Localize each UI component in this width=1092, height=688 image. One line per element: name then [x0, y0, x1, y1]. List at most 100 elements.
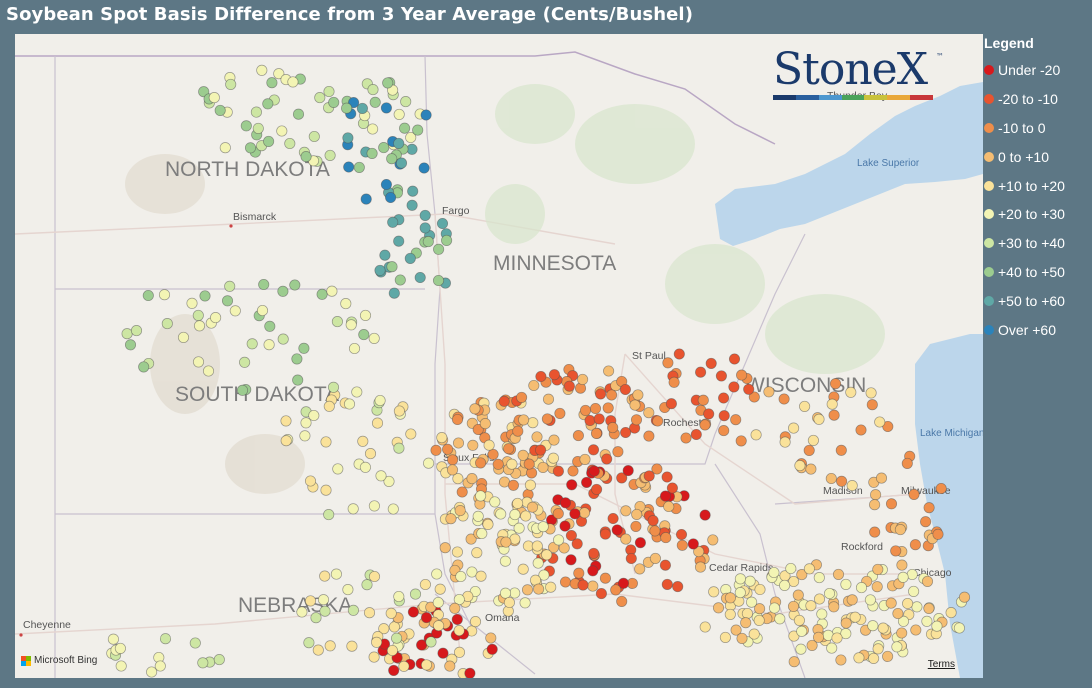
basis-point[interactable]: [262, 98, 274, 110]
basis-point[interactable]: [356, 102, 368, 114]
basis-point[interactable]: [199, 290, 211, 302]
basis-point[interactable]: [788, 422, 800, 434]
basis-point[interactable]: [577, 373, 589, 385]
basis-point[interactable]: [707, 534, 719, 546]
basis-point[interactable]: [787, 600, 800, 612]
basis-point[interactable]: [368, 332, 380, 344]
basis-point[interactable]: [806, 639, 818, 651]
basis-point[interactable]: [324, 149, 336, 161]
basis-point[interactable]: [280, 435, 292, 447]
basis-point[interactable]: [616, 595, 628, 607]
basis-point[interactable]: [559, 576, 572, 588]
basis-point[interactable]: [651, 463, 663, 475]
basis-point[interactable]: [812, 631, 825, 643]
basis-point[interactable]: [910, 624, 922, 636]
basis-point[interactable]: [328, 96, 340, 108]
basis-point[interactable]: [832, 568, 845, 580]
basis-point[interactable]: [535, 444, 547, 456]
basis-point[interactable]: [699, 621, 711, 633]
basis-point[interactable]: [599, 572, 611, 584]
basis-point[interactable]: [803, 563, 815, 575]
basis-point[interactable]: [296, 606, 308, 618]
basis-point[interactable]: [319, 605, 331, 617]
basis-point[interactable]: [447, 454, 459, 466]
basis-point[interactable]: [778, 393, 790, 405]
basis-point[interactable]: [472, 510, 484, 522]
basis-point[interactable]: [317, 594, 330, 606]
basis-point[interactable]: [748, 391, 760, 403]
basis-point[interactable]: [675, 528, 688, 541]
basis-point[interactable]: [581, 476, 593, 488]
basis-point[interactable]: [291, 353, 303, 365]
basis-point[interactable]: [744, 575, 756, 587]
basis-point[interactable]: [236, 384, 249, 396]
basis-point[interactable]: [482, 518, 494, 530]
basis-point[interactable]: [432, 596, 444, 609]
basis-point[interactable]: [240, 120, 252, 132]
basis-point[interactable]: [660, 532, 672, 544]
basis-point[interactable]: [676, 539, 688, 551]
basis-point[interactable]: [518, 414, 530, 426]
basis-point[interactable]: [661, 578, 673, 590]
basis-point[interactable]: [115, 660, 127, 672]
basis-point[interactable]: [467, 439, 479, 451]
basis-point[interactable]: [503, 443, 515, 455]
basis-point[interactable]: [146, 666, 158, 678]
basis-point[interactable]: [332, 463, 344, 475]
basis-point[interactable]: [193, 320, 206, 332]
basis-point[interactable]: [369, 96, 381, 108]
basis-point[interactable]: [622, 465, 634, 477]
basis-point[interactable]: [348, 342, 361, 355]
basis-point[interactable]: [559, 497, 572, 509]
basis-point[interactable]: [874, 416, 886, 428]
basis-point[interactable]: [375, 470, 387, 482]
basis-point[interactable]: [931, 620, 943, 632]
basis-point[interactable]: [273, 68, 285, 80]
basis-point[interactable]: [264, 320, 276, 332]
basis-point[interactable]: [690, 428, 702, 441]
basis-point[interactable]: [379, 249, 391, 261]
basis-point[interactable]: [516, 391, 528, 403]
basis-point[interactable]: [565, 554, 577, 566]
basis-point[interactable]: [552, 465, 564, 477]
basis-point[interactable]: [867, 620, 879, 632]
basis-point[interactable]: [853, 652, 865, 664]
basis-point[interactable]: [246, 338, 258, 350]
basis-point[interactable]: [225, 78, 237, 90]
basis-point[interactable]: [695, 366, 707, 378]
basis-point[interactable]: [239, 356, 251, 368]
basis-point[interactable]: [513, 522, 525, 534]
basis-point[interactable]: [625, 552, 637, 565]
basis-point[interactable]: [719, 631, 731, 643]
basis-point[interactable]: [419, 209, 431, 221]
basis-point[interactable]: [835, 444, 847, 456]
basis-point[interactable]: [142, 289, 154, 302]
legend-item[interactable]: +50 to +60: [984, 286, 1092, 315]
basis-point[interactable]: [224, 280, 236, 292]
basis-point[interactable]: [471, 547, 483, 559]
basis-point[interactable]: [643, 470, 655, 482]
basis-point[interactable]: [855, 424, 867, 436]
basis-point[interactable]: [404, 252, 416, 264]
basis-point[interactable]: [542, 393, 555, 405]
basis-point[interactable]: [420, 612, 433, 624]
basis-point[interactable]: [703, 408, 715, 420]
basis-point[interactable]: [244, 142, 257, 154]
basis-point[interactable]: [595, 588, 607, 600]
basis-point[interactable]: [380, 102, 392, 114]
basis-point[interactable]: [256, 64, 268, 76]
basis-point[interactable]: [323, 509, 335, 521]
basis-point[interactable]: [901, 457, 913, 469]
basis-point[interactable]: [407, 185, 419, 197]
basis-point[interactable]: [882, 650, 894, 662]
basis-point[interactable]: [541, 549, 553, 561]
basis-point[interactable]: [420, 109, 432, 121]
basis-point[interactable]: [659, 490, 672, 502]
basis-point[interactable]: [840, 578, 852, 590]
basis-point[interactable]: [386, 153, 398, 165]
basis-point[interactable]: [724, 592, 736, 604]
basis-point[interactable]: [607, 512, 619, 525]
basis-point[interactable]: [553, 534, 565, 546]
basis-point[interactable]: [382, 77, 394, 89]
basis-point[interactable]: [487, 448, 499, 460]
